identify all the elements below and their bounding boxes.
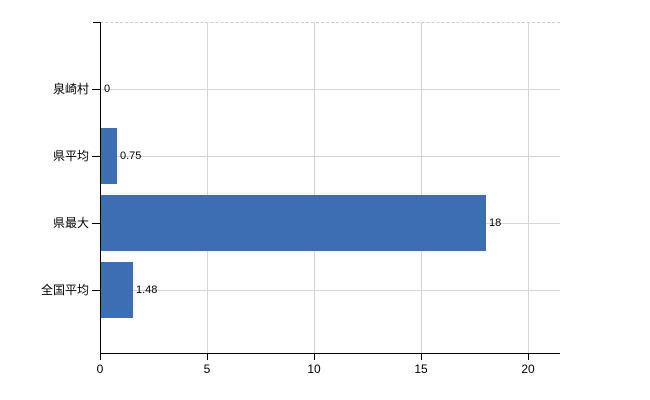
- x-tick-label: 20: [521, 362, 535, 376]
- y-axis-end-tick: [93, 22, 100, 23]
- x-axis-tick: [314, 354, 315, 360]
- x-tick-label: 15: [414, 362, 428, 376]
- x-gridline: [528, 22, 529, 353]
- y-axis-tick: [92, 156, 100, 157]
- y-axis-tick: [92, 290, 100, 291]
- x-axis-tick: [421, 354, 422, 360]
- y-axis-line: [100, 22, 101, 354]
- x-axis-tick: [100, 354, 101, 360]
- category-label: 県最大: [52, 216, 89, 230]
- y-axis-tick: [92, 223, 100, 224]
- x-gridline: [207, 22, 208, 353]
- plot-top-dashed-border: [100, 22, 560, 23]
- y-gridline: [101, 156, 560, 157]
- x-axis-line: [100, 353, 560, 354]
- value-label: 0.75: [120, 150, 142, 162]
- value-label: 1.48: [136, 284, 158, 296]
- y-gridline: [101, 89, 560, 90]
- x-tick-label: 10: [307, 362, 321, 376]
- value-label: 18: [489, 217, 502, 229]
- x-gridline: [314, 22, 315, 353]
- category-label: 県平均: [52, 149, 89, 163]
- x-gridline: [421, 22, 422, 353]
- y-gridline: [101, 290, 560, 291]
- bar[interactable]: [101, 128, 117, 184]
- x-axis-tick: [528, 354, 529, 360]
- value-label: 0: [104, 83, 111, 95]
- x-tick-label: 0: [96, 362, 104, 376]
- x-tick-label: 5: [203, 362, 211, 376]
- y-axis-tick: [92, 89, 100, 90]
- bar[interactable]: [101, 195, 486, 251]
- category-label: 全国平均: [40, 283, 89, 297]
- category-label: 泉崎村: [52, 82, 89, 96]
- x-axis-tick: [207, 354, 208, 360]
- bar[interactable]: [101, 262, 133, 318]
